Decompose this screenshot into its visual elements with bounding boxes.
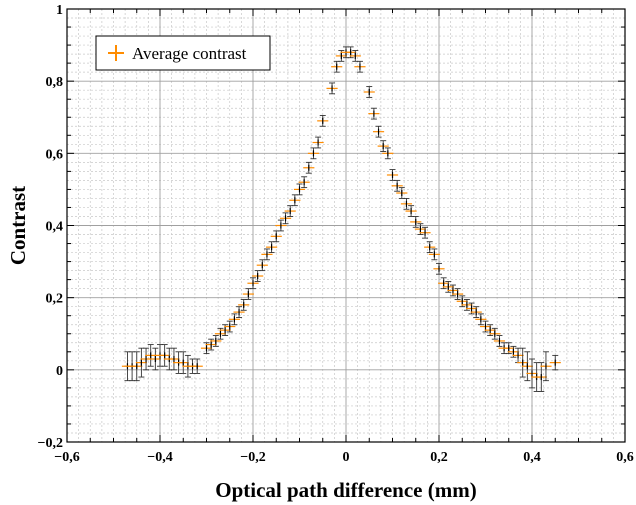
data-point [377,140,389,152]
data-point [261,248,273,261]
data-point [303,161,315,174]
data-point [247,277,259,290]
data-point [475,313,487,326]
data-point [405,205,417,217]
axis-ticks [66,8,626,443]
y-tick-label: 0,8 [46,75,64,90]
data-point [368,107,380,120]
y-tick-label: 0,2 [46,292,64,307]
x-tick-label: 0,4 [523,450,541,465]
data-point [293,183,306,196]
data-point [266,241,278,254]
data-point [131,351,143,382]
data-point [317,114,329,127]
x-tick-label: 0 [343,450,350,465]
y-tick-label: 0 [56,364,63,379]
data-point [484,324,496,337]
x-tick-label: −0,6 [54,450,79,465]
data-point [521,351,533,382]
data-point [168,347,180,371]
legend-box [95,35,271,71]
data-point [503,342,515,355]
x-axis-title: Optical path difference (mm) [215,478,476,502]
data-point [419,226,431,239]
data-point [233,306,245,318]
data-point [177,351,189,374]
data-point [414,223,426,235]
data-point [452,288,464,300]
data-point [252,270,264,282]
y-tick-label: −0,2 [38,436,63,451]
legend-marker [108,45,124,61]
x-tick-label: −0,4 [147,450,172,465]
y-tick-label: 1 [56,3,63,18]
data-point [410,216,422,228]
data-point [535,362,547,392]
data-point [214,327,227,340]
data-point [470,306,482,318]
y-tick-label: 0,6 [46,147,64,162]
data-series [121,46,561,392]
data-point [224,320,236,333]
data-point [424,241,436,254]
data-point [540,351,552,382]
data-point [270,230,282,243]
data-point [149,347,161,371]
data-point [433,262,445,275]
y-axis-title: Contrast [6,186,30,265]
data-point [279,212,292,225]
data-point [428,248,440,261]
data-point [275,219,287,232]
data-point [447,284,459,297]
data-point [298,176,310,189]
data-point [228,313,240,326]
data-point [210,335,222,347]
data-point [372,125,385,138]
x-tick-label: −0,2 [240,450,265,465]
data-point [349,50,361,62]
legend-label: Average contrast [132,44,247,63]
data-point [354,60,366,73]
data-point [363,86,375,98]
grid [66,8,626,443]
data-point [256,259,268,272]
data-point [493,335,506,347]
x-tick-label: 0,6 [616,450,634,465]
data-point [400,197,413,210]
data-point [135,347,147,378]
data-point [489,327,501,340]
data-point [326,82,338,95]
data-point [391,179,403,192]
tick-labels: −0,6 −0,4 −0,2 0 0,2 0,4 0,6 −0,2 0 0,2 0,4 0,6 0,8 1 [38,3,634,465]
legend: Average contrast [95,35,271,71]
y-tick-label: 0,4 [46,220,64,235]
data-point [526,358,538,389]
data-point [396,187,408,199]
x-tick-label: 0,2 [430,450,448,465]
data-point [159,344,171,367]
data-point [382,147,394,160]
data-point [517,347,529,378]
data-point [191,358,203,374]
data-point [312,136,324,149]
data-point [549,354,561,371]
